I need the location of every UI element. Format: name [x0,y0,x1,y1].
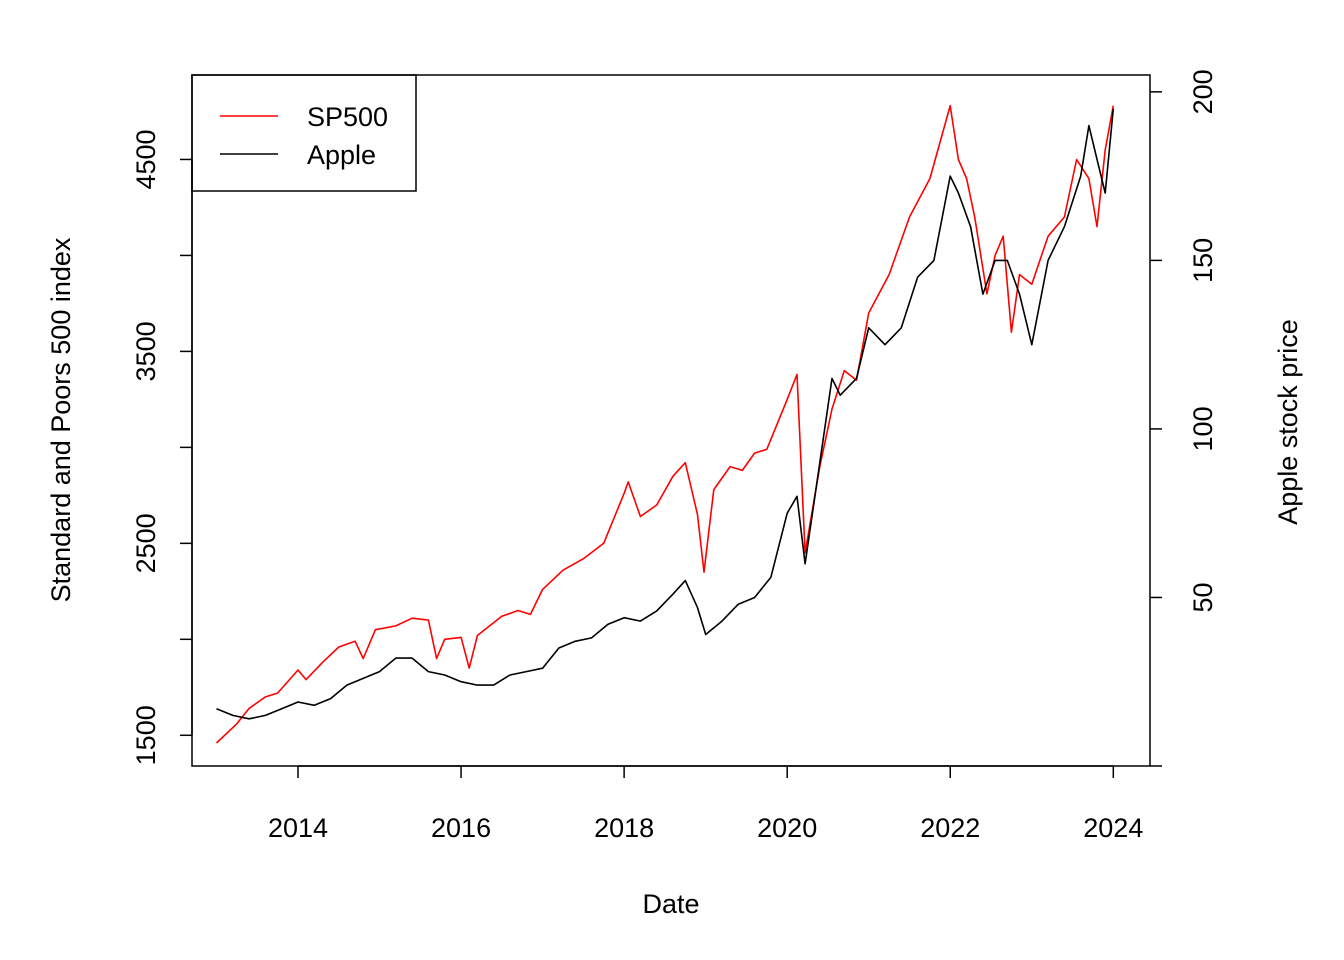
legend-box [191,74,417,192]
right-y-tick-label: 100 [1188,406,1218,451]
right-y-tick-label: 150 [1188,238,1218,283]
left-y-tick-label: 4500 [131,129,161,189]
plot-area [215,104,1115,744]
left-y-axis: 1500 2500 3500 4500 [131,129,193,765]
x-tick-label: 2022 [920,813,980,843]
right-y-tick-label: 200 [1188,69,1218,114]
x-axis-label: Date [642,889,699,919]
left-y-tick-label: 2500 [131,513,161,573]
x-tick-label: 2018 [594,813,654,843]
right-y-axis-label: Apple stock price [1273,319,1303,525]
series-line-sp500 [215,104,1115,744]
right-y-tick-label: 50 [1188,582,1218,612]
legend-label-sp500: SP500 [307,102,388,132]
x-tick-label: 2014 [268,813,328,843]
x-tick-label: 2016 [431,813,491,843]
x-tick-label: 2024 [1083,813,1143,843]
right-y-axis: 50 100 150 200 [1150,69,1218,767]
legend: SP500 Apple [191,74,417,192]
x-tick-label: 2020 [757,813,817,843]
x-axis: 2014 2016 2018 2020 2022 2024 [268,765,1143,843]
series-line-apple [216,108,1115,720]
plot-frame [191,74,1151,767]
legend-label-apple: Apple [307,140,376,170]
left-y-tick-label: 3500 [131,321,161,381]
left-y-axis-label: Standard and Poors 500 index [46,237,76,602]
left-y-tick-label: 1500 [131,705,161,765]
